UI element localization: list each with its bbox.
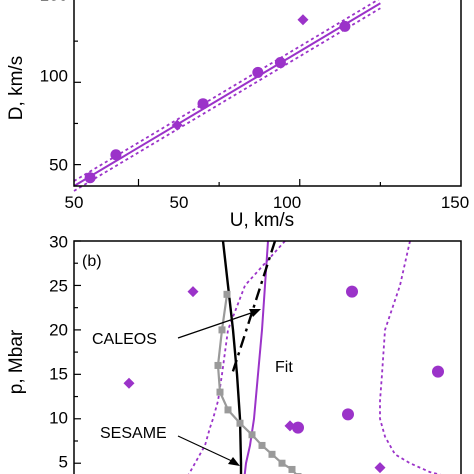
caleos-arrowhead xyxy=(249,309,261,317)
data-point-circle xyxy=(110,149,122,161)
curve-dotted-purple-right xyxy=(379,240,442,474)
curve-solid-black xyxy=(221,240,243,474)
sesame-arrow xyxy=(177,435,235,463)
plot-frame xyxy=(73,240,462,474)
caleos-arrow xyxy=(177,311,255,339)
data-point-diamond xyxy=(297,14,309,26)
curves xyxy=(187,240,442,474)
y-axis-label: D, km/s xyxy=(6,56,27,120)
y-axis-label: p, Mbar xyxy=(6,329,27,394)
data-point-diamond xyxy=(123,377,135,389)
data-point-circle xyxy=(346,285,358,298)
gray-square-marker xyxy=(214,361,222,369)
data-point-circle xyxy=(339,20,351,32)
annotation-fit: Fit xyxy=(275,359,293,376)
curve-dashdot-black xyxy=(230,240,277,375)
x-tick-label: 150 xyxy=(441,193,469,212)
y-tick-label: 30 xyxy=(49,232,68,251)
curve-dotted-purple-left xyxy=(187,240,286,474)
y-tick-label: 10 xyxy=(49,408,68,427)
y-tick-label: 150 xyxy=(40,0,68,4)
panel-label: (b) xyxy=(82,253,102,270)
y-tick-label: 5 xyxy=(59,452,68,471)
data-point-circle xyxy=(84,172,96,184)
gray-square-marker xyxy=(258,441,266,449)
annotation-caleos: CALEOS xyxy=(92,331,157,348)
annotation-sesame: SESAME xyxy=(100,425,167,442)
gray-square-marker xyxy=(288,465,296,473)
gray-square-marker xyxy=(224,406,232,414)
data-point-diamond xyxy=(187,286,199,298)
bottom-panel: 5 10 15 20 25 30 p, Mbar (b) CALEOS Fit … xyxy=(6,232,462,474)
y-tick-label: 15 xyxy=(49,364,68,383)
data-point-circle xyxy=(432,365,444,378)
data-point-diamond xyxy=(284,420,296,432)
lower-bound-line xyxy=(73,7,381,192)
y-tick-label: 25 xyxy=(49,276,68,295)
data-points xyxy=(84,14,351,184)
data-point-diamond xyxy=(171,119,183,131)
gray-square-marker xyxy=(278,459,286,467)
gray-square-marker xyxy=(248,431,256,439)
sesame-arrowhead xyxy=(228,457,240,466)
y-tick-label: 100 xyxy=(40,66,68,85)
x-axis-label: U, km/s xyxy=(230,210,294,231)
plot-frame xyxy=(73,0,462,187)
data-points xyxy=(123,285,444,474)
x-tick-label: 50 xyxy=(170,193,189,212)
tick-marks xyxy=(74,240,81,464)
y-tick-label: 50 xyxy=(49,155,68,174)
gray-square-marker xyxy=(218,326,226,334)
x-tick-label: 100 xyxy=(273,193,301,212)
data-point-circle xyxy=(274,57,286,69)
data-point-circle xyxy=(252,66,264,78)
fit-line xyxy=(73,2,381,187)
tick-marks xyxy=(74,40,381,186)
top-panel: 50 50 100 150 50 100 150 U, km/s D, km/s xyxy=(6,0,469,231)
y-tick-label: 20 xyxy=(49,320,68,339)
data-point-circle xyxy=(342,408,354,421)
gray-square-marker xyxy=(223,290,231,298)
data-point-diamond xyxy=(374,462,386,474)
data-point-circle xyxy=(197,98,209,110)
data-point-circle xyxy=(292,421,304,434)
x-tick-label: 50 xyxy=(65,193,84,212)
curve-solid-purple xyxy=(243,240,269,474)
gray-square-marker xyxy=(268,450,276,458)
gray-square-marker xyxy=(236,419,244,427)
gray-square-marker xyxy=(216,388,224,396)
